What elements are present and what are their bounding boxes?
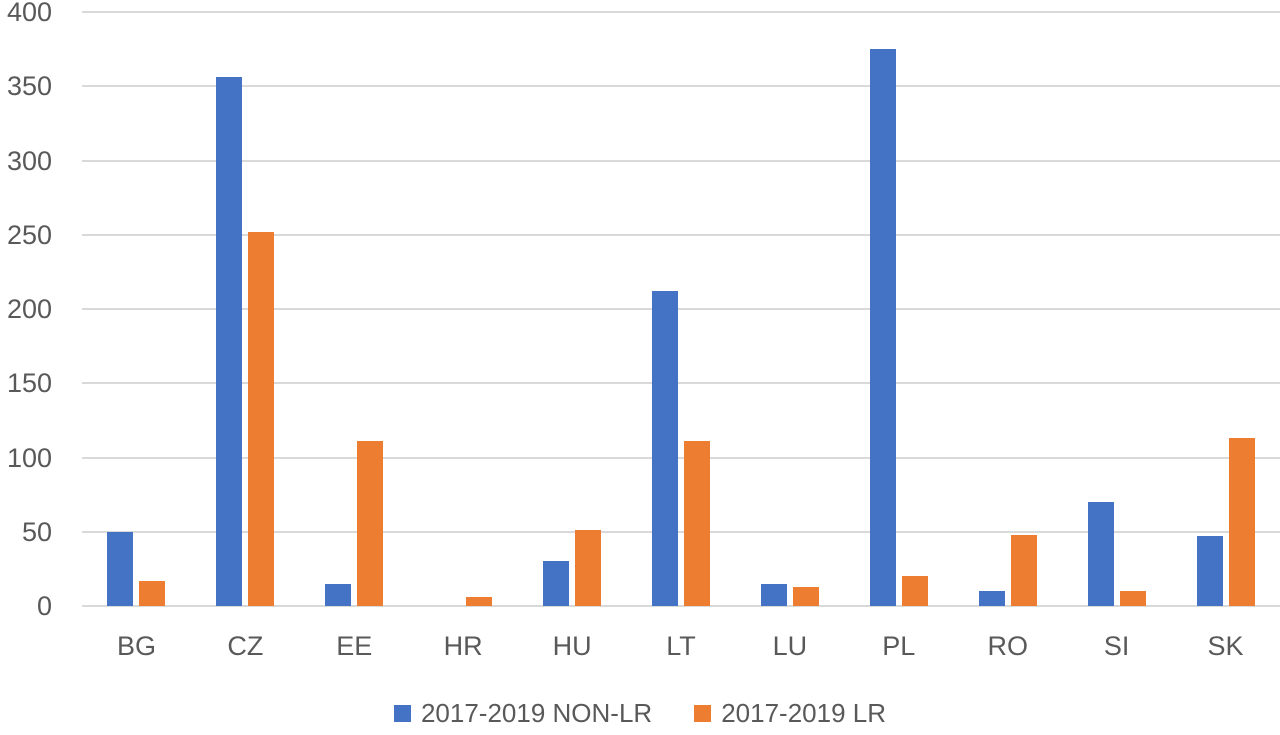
x-tick-label-bg: BG (116, 631, 156, 661)
bar-group-hr (409, 12, 518, 606)
bar-group-bg (82, 12, 191, 606)
gridline-350 (82, 85, 1280, 88)
bar-lt-non-lr (651, 291, 678, 606)
x-axis-labels: BG CZ EE HR HU LT LU PL RO SI SK (82, 631, 1280, 662)
bar-group-ee (300, 12, 409, 606)
bar-pl-lr (901, 576, 928, 606)
x-tick-label-pl: PL (882, 631, 916, 661)
bar-si-non-lr (1087, 502, 1114, 606)
gridline-50 (82, 530, 1280, 533)
bar-hr-lr (466, 597, 493, 606)
gridline-150 (82, 382, 1280, 385)
y-axis-labels: 0 50 100 150 200 250 300 350 400 (0, 0, 52, 735)
bar-ro-non-lr (978, 591, 1005, 606)
bar-bg-non-lr (107, 531, 134, 606)
gridline-300 (82, 159, 1280, 162)
legend-swatch-non-lr-icon (393, 705, 411, 722)
bar-si-lr (1119, 591, 1146, 606)
bar-cz-non-lr (216, 77, 243, 606)
gridline-200 (82, 308, 1280, 310)
legend: 2017-2019 NON-LR 2017-2019 LR (0, 698, 1280, 729)
legend-label-non-lr: 2017-2019 NON-LR (420, 698, 653, 728)
x-tick-label-lu: LU (772, 631, 808, 661)
legend-item-lr: 2017-2019 LR (694, 698, 886, 729)
gridline-0 (82, 605, 1280, 607)
y-tick-label-50: 50 (21, 516, 52, 547)
y-tick-label-100: 100 (6, 442, 52, 473)
bar-ro-lr (1010, 534, 1037, 606)
bar-cz-lr (248, 231, 275, 606)
bar-group-pl (844, 12, 953, 606)
bar-group-si (1062, 12, 1171, 606)
bar-group-lt (627, 12, 736, 606)
bar-groups (82, 12, 1280, 606)
bar-pl-non-lr (869, 49, 896, 606)
y-tick-label-300: 300 (6, 145, 52, 176)
bar-group-cz (191, 12, 300, 606)
legend-item-non-lr: 2017-2019 NON-LR (393, 698, 653, 729)
bar-group-ro (953, 12, 1062, 606)
bar-lt-lr (683, 441, 710, 606)
legend-label-lr: 2017-2019 LR (721, 698, 887, 728)
x-tick-label-ro: RO (987, 631, 1028, 661)
x-tick-label-cz: CZ (227, 631, 264, 661)
x-tick-label-si: SI (1103, 631, 1130, 661)
bar-sk-lr (1228, 438, 1255, 606)
y-tick-label-250: 250 (6, 219, 52, 250)
y-tick-label-200: 200 (6, 294, 52, 324)
gridline-100 (82, 456, 1280, 459)
legend-swatch-lr-icon (694, 705, 712, 722)
bar-sk-non-lr (1196, 536, 1223, 606)
y-tick-label-150: 150 (6, 368, 52, 399)
y-tick-label-350: 350 (6, 71, 52, 102)
y-tick-label-0: 0 (36, 591, 52, 621)
gridlines (82, 11, 1280, 607)
x-tick-label-hr: HR (443, 631, 483, 661)
x-tick-label-lt: LT (666, 631, 696, 661)
x-tick-label-sk: SK (1207, 631, 1244, 661)
bar-hu-lr (575, 530, 602, 606)
bar-lu-lr (792, 586, 819, 606)
y-tick-label-400: 400 (6, 0, 52, 27)
gridline-400 (82, 11, 1280, 13)
bar-lu-non-lr (760, 583, 787, 606)
bar-bg-lr (139, 580, 166, 606)
gridline-250 (82, 233, 1280, 236)
bar-hu-non-lr (543, 561, 570, 606)
bar-group-sk (1171, 12, 1280, 606)
bar-ee-lr (357, 441, 384, 606)
bar-group-hu (518, 12, 627, 606)
bar-ee-non-lr (325, 583, 352, 606)
x-tick-label-hu: HU (552, 631, 592, 661)
x-tick-label-ee: EE (336, 631, 373, 661)
bar-group-lu (735, 12, 844, 606)
plot-area (82, 11, 1280, 607)
